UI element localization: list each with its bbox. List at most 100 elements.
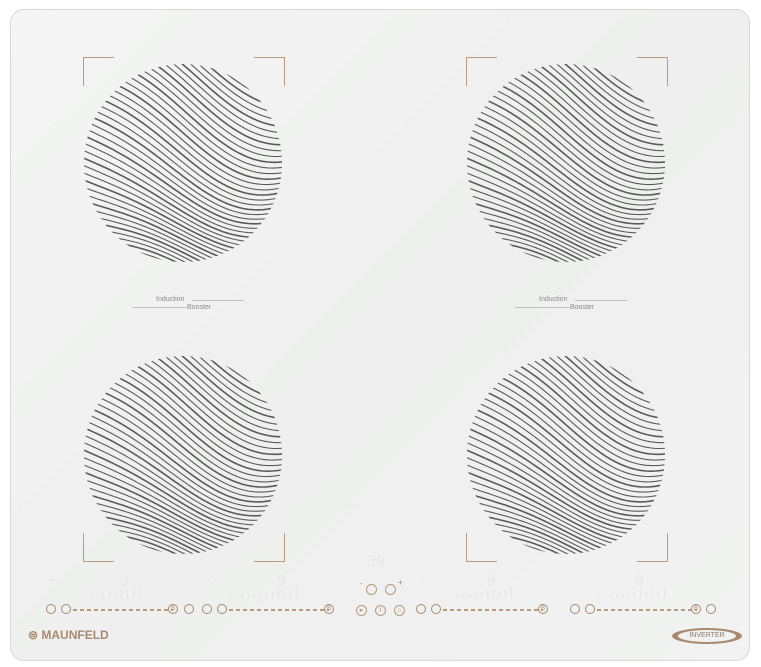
wave-line — [84, 509, 282, 554]
bridge-icon[interactable] — [184, 604, 194, 614]
corner-bracket — [254, 57, 285, 86]
wave-line — [84, 356, 282, 426]
wave-line — [467, 217, 665, 262]
tick — [127, 589, 128, 598]
zone-control-3[interactable]: - 9 — [417, 572, 557, 622]
wave-line — [467, 356, 665, 450]
tick — [236, 596, 237, 598]
pause-play-icon[interactable]: ▸ — [356, 605, 367, 616]
wave-line — [84, 356, 282, 420]
power-slider[interactable] — [597, 609, 697, 611]
wave-line — [467, 356, 665, 420]
wave-line — [467, 64, 665, 109]
booster-icon[interactable]: B — [168, 604, 178, 614]
zone-control-1[interactable]: - 9 — [45, 572, 185, 622]
tick — [475, 592, 476, 598]
booster-icon[interactable]: B — [538, 604, 548, 614]
timer-plus-label: + — [398, 578, 403, 587]
tick — [79, 596, 80, 598]
wave-line — [84, 356, 282, 401]
induction-label: Induction — [156, 296, 185, 303]
wave-line — [84, 217, 282, 262]
wave-line — [467, 422, 665, 517]
tick — [260, 592, 261, 598]
wave-line — [84, 356, 282, 432]
zone-select-icon[interactable] — [61, 604, 71, 614]
booster-label: Booster — [187, 304, 212, 311]
corner-bracket — [83, 57, 114, 86]
timer-plus-button[interactable] — [385, 584, 396, 595]
power-level-display: 9 — [120, 572, 130, 590]
zone-indicator: - — [207, 575, 210, 585]
tick — [290, 588, 291, 598]
tick — [73, 596, 74, 598]
wave-line — [467, 64, 665, 140]
burner-rear-left — [84, 356, 282, 554]
tick — [103, 592, 104, 598]
tick — [616, 594, 617, 598]
wave-line — [84, 236, 282, 262]
wave-line — [84, 422, 282, 517]
booster-label: Booster — [570, 304, 595, 311]
wave-line — [467, 380, 665, 488]
wave-line — [84, 496, 282, 554]
wave-line — [84, 64, 282, 146]
tick — [664, 588, 665, 598]
zone-indicator: - — [575, 575, 578, 585]
tick — [284, 589, 285, 598]
zone-control-4[interactable]: - 9 — [570, 572, 710, 622]
brand-name: MAUNFELD — [41, 628, 109, 642]
tick — [451, 596, 452, 598]
zone-select-icon[interactable] — [217, 604, 227, 614]
wave-line — [467, 64, 665, 121]
pan-icon[interactable] — [416, 604, 426, 614]
wave-line — [467, 211, 665, 262]
wave-line — [467, 489, 665, 554]
wave-line — [467, 137, 665, 229]
pan-icon[interactable] — [570, 604, 580, 614]
pan-icon[interactable] — [46, 604, 56, 614]
booster-icon[interactable]: B — [691, 604, 701, 614]
tick — [115, 591, 116, 598]
tick — [109, 592, 110, 598]
level-ticks — [230, 588, 297, 598]
wave-line — [84, 380, 282, 488]
wave-line — [467, 236, 665, 262]
wave-line — [84, 356, 282, 456]
tick — [505, 588, 506, 598]
tick — [91, 594, 92, 598]
wave-line — [467, 393, 665, 498]
power-slider[interactable] — [229, 609, 329, 611]
tick — [511, 588, 512, 598]
power-level-display: 9 — [635, 572, 645, 590]
burner-front-left — [84, 64, 282, 262]
lock-icon[interactable]: ⌂ — [394, 605, 405, 616]
wave-line — [467, 503, 665, 554]
corner-bracket — [254, 533, 285, 562]
power-level-display: 9 — [487, 572, 497, 590]
timer-minus-button[interactable] — [366, 584, 377, 595]
wave-line — [467, 64, 665, 128]
tick — [121, 590, 122, 598]
zone-control-2[interactable]: - 9 — [202, 572, 342, 622]
power-slider[interactable] — [73, 609, 173, 611]
wave-line — [467, 64, 665, 134]
pan-icon[interactable] — [202, 604, 212, 614]
level-ticks — [598, 588, 665, 598]
power-icon[interactable]: I — [375, 605, 386, 616]
wave-line — [467, 64, 665, 158]
wave-line — [84, 356, 282, 444]
zone-select-icon[interactable] — [585, 604, 595, 614]
wave-line — [84, 415, 282, 512]
bridge-icon[interactable] — [706, 604, 716, 614]
wave-line — [467, 356, 665, 395]
wave-line — [84, 356, 282, 376]
tick — [85, 595, 86, 598]
tick — [646, 590, 647, 598]
inverter-badge: INVERTER — [672, 628, 742, 644]
booster-icon[interactable]: B — [324, 604, 334, 614]
wave-line — [84, 407, 282, 508]
wave-line — [84, 356, 282, 450]
zone-select-icon[interactable] — [431, 604, 441, 614]
power-slider[interactable] — [443, 609, 543, 611]
